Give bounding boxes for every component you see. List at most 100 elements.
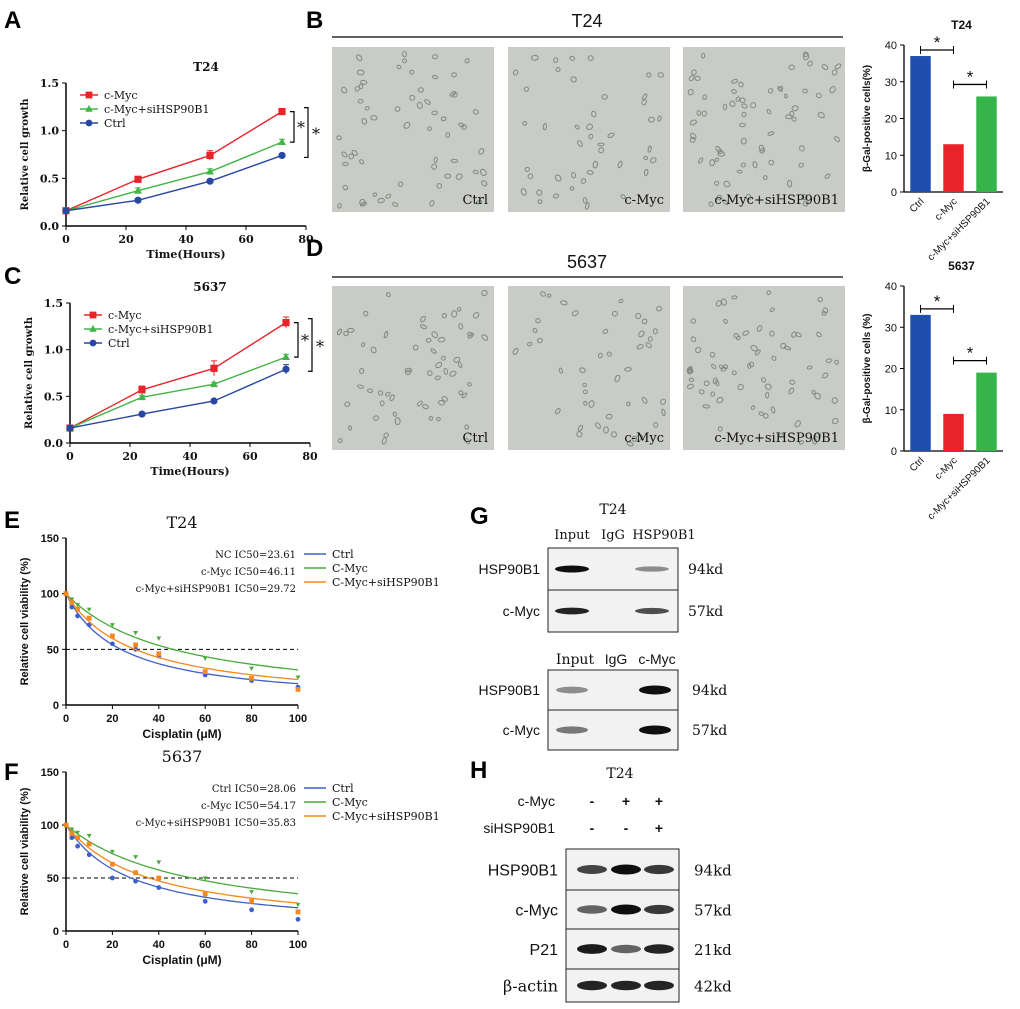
- cell: [347, 327, 355, 333]
- cell: [383, 432, 389, 438]
- cell: [769, 307, 775, 313]
- y-tick-label: 0: [891, 187, 897, 199]
- y-tick-label: 0.5: [40, 172, 59, 185]
- ic50-annotation: Ctrl IC50=28.06: [212, 784, 296, 795]
- cell: [425, 338, 432, 343]
- x-tick-label: 100: [289, 939, 307, 951]
- cell: [711, 363, 717, 370]
- cell: [788, 387, 795, 395]
- data-point: [69, 604, 75, 610]
- blot-band: [611, 904, 641, 915]
- cell: [389, 394, 395, 402]
- cell: [698, 389, 705, 395]
- condition-name: siHSP90B1: [483, 820, 555, 836]
- blot-band: [577, 865, 607, 874]
- cell: [394, 417, 401, 426]
- cell: [576, 431, 583, 438]
- cell: [802, 200, 809, 207]
- cell: [472, 109, 479, 115]
- cell: [555, 67, 561, 72]
- cell: [691, 69, 697, 76]
- cell: [416, 400, 423, 407]
- cell: [348, 425, 353, 431]
- cell: [689, 132, 697, 140]
- cell: [745, 193, 752, 201]
- cell: [373, 415, 379, 421]
- x-tick-label: 20: [106, 939, 118, 951]
- y-axis-label: Relative cell viability (%): [19, 787, 31, 915]
- cell: [357, 384, 364, 389]
- legend-marker: [85, 104, 93, 112]
- cell: [741, 103, 748, 109]
- series-line: [69, 322, 287, 429]
- fit-curve: [65, 824, 299, 904]
- cell: [831, 397, 838, 404]
- micrograph-background: [508, 286, 670, 450]
- data-point: [206, 177, 214, 185]
- x-tick-label: 40: [178, 233, 194, 246]
- cell: [576, 140, 583, 147]
- cell: [569, 186, 575, 191]
- micrograph: Ctrl: [332, 286, 494, 450]
- cell: [437, 399, 445, 406]
- y-tick-label: 0: [891, 446, 897, 458]
- cell: [788, 64, 795, 70]
- cell: [762, 412, 769, 419]
- cell: [641, 396, 648, 404]
- cell: [512, 347, 519, 355]
- legend-entry: Ctrl: [104, 117, 126, 130]
- cell: [736, 169, 743, 174]
- cell: [801, 194, 808, 200]
- cell: [771, 355, 777, 361]
- legend-entry: Ctrl: [332, 782, 354, 795]
- fit-curve: [65, 593, 299, 671]
- cell: [712, 377, 718, 385]
- data-point: [249, 907, 255, 913]
- data-point: [66, 424, 74, 432]
- bar: [976, 372, 997, 451]
- cell: [583, 400, 588, 406]
- size-label: 42kd: [694, 978, 732, 996]
- cell: [397, 181, 404, 187]
- cell: [574, 124, 580, 130]
- x-tick-label: 0: [63, 713, 69, 725]
- cell: [802, 88, 808, 94]
- data-point: [69, 600, 75, 605]
- x-tick-label: 40: [153, 939, 165, 951]
- data-point: [134, 196, 142, 204]
- cell: [635, 434, 644, 441]
- data-point: [282, 352, 290, 361]
- viability-chart-5637: 0 20 40 60 80 100 0 50 100 150 5637 Cisplatin (μM) R…: [19, 747, 440, 967]
- cell: [765, 391, 770, 399]
- cell: [402, 58, 407, 64]
- x-tick-label: 40: [182, 450, 198, 463]
- cell: [475, 199, 483, 205]
- protein-label: P21: [530, 942, 559, 959]
- cell: [464, 424, 470, 430]
- panel-letter-g: G: [470, 503, 489, 530]
- cell: [770, 406, 776, 414]
- cell: [686, 368, 693, 375]
- condition-sign: +: [622, 793, 630, 809]
- panel-letter-b: B: [306, 7, 323, 34]
- x-axis-label: Time(Hours): [150, 465, 229, 478]
- cell: [831, 417, 839, 425]
- condition-sign: -: [590, 820, 595, 836]
- legend-entry: C-Myc: [332, 562, 368, 575]
- size-label: 57kd: [694, 902, 732, 920]
- cell: [436, 416, 441, 422]
- y-tick-label: 1.5: [44, 297, 63, 310]
- micrograph: c-Myc: [508, 286, 670, 450]
- cell: [370, 346, 377, 354]
- cell: [761, 377, 767, 383]
- fit-curve: [65, 593, 299, 681]
- chart-title: T24: [951, 18, 972, 32]
- cell: [614, 374, 621, 383]
- cell: [690, 336, 697, 343]
- cell: [766, 290, 772, 296]
- blot-band: [639, 685, 671, 695]
- cell: [417, 87, 424, 93]
- growth-chart-t24: 0 20 40 60 80 0.0 0.5 1.0 1.5 T24 Time(Hours) Relat…: [20, 60, 320, 261]
- cell: [754, 349, 761, 356]
